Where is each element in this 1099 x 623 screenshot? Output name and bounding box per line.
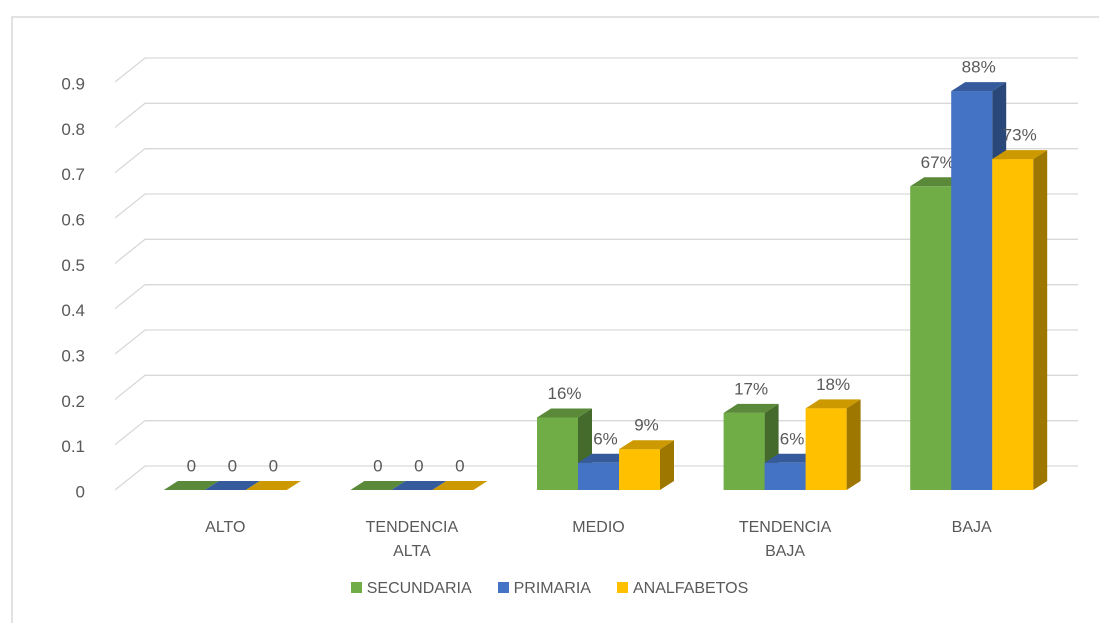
legend-label: SECUNDARIA: [366, 580, 472, 597]
bar-side: [846, 399, 861, 490]
bar: [432, 481, 488, 490]
data-label: 0: [373, 456, 382, 475]
bar-side: [1033, 150, 1048, 491]
bar-front: [723, 412, 765, 490]
bar: [204, 481, 260, 490]
legend-swatch: [350, 582, 362, 593]
bar-top: [245, 481, 301, 490]
data-label: 0: [269, 456, 278, 475]
y-tick-label: 0.8: [61, 120, 85, 139]
x-tick-label: MEDIO: [572, 519, 625, 536]
x-tick-label: BAJA: [951, 519, 992, 536]
bar-top: [723, 403, 779, 413]
data-label: 6%: [593, 429, 618, 448]
y-tick-label: 0.9: [61, 74, 85, 93]
bar-top: [951, 82, 1007, 92]
bar: [350, 481, 406, 490]
legend-label: ANALFABETOS: [632, 580, 749, 597]
x-tick-label: TENDENCIA ALTA: [365, 519, 459, 560]
data-label: 0: [187, 456, 196, 475]
legend-swatch: [497, 582, 509, 593]
y-tick-label: 0.4: [61, 301, 85, 320]
grid-line: [114, 374, 1078, 400]
bar-front: [764, 462, 806, 490]
bar: [805, 399, 861, 490]
y-tick-label: 0.5: [61, 256, 85, 275]
grid-line: [114, 193, 1078, 219]
data-label: 0: [455, 456, 464, 475]
frame: [11, 16, 1099, 623]
data-label: 0: [228, 456, 237, 475]
data-label: 88%: [962, 58, 996, 77]
grid-line: [114, 329, 1078, 355]
y-tick-label: 0.7: [61, 165, 85, 184]
y-tick-label: 0: [76, 482, 85, 501]
y-tick-label: 0.1: [61, 437, 85, 456]
data-label: 67%: [921, 153, 955, 172]
bar: [163, 481, 219, 490]
bar-top: [204, 481, 260, 490]
bar-top: [350, 481, 406, 490]
bar-top: [391, 481, 447, 490]
grid-line: [114, 102, 1078, 128]
bar-front: [992, 159, 1034, 491]
y-tick-label: 0.3: [61, 346, 85, 365]
bar-front: [910, 186, 952, 490]
bar-side: [660, 440, 674, 490]
bar: [245, 481, 301, 490]
bar-top: [432, 481, 488, 490]
legend-item: SECUNDARIA: [350, 580, 472, 598]
bar-front: [805, 408, 847, 490]
grid-line: [114, 284, 1078, 310]
bar-top: [163, 481, 219, 490]
bar-top: [805, 399, 861, 409]
legend-label: PRIMARIA: [513, 580, 591, 597]
data-label: 9%: [634, 416, 659, 435]
bar-top: [537, 408, 592, 418]
bar-front: [951, 91, 993, 491]
data-label: 6%: [780, 429, 805, 448]
data-label: 18%: [816, 375, 850, 394]
data-label: 0: [414, 456, 423, 475]
bar-front: [619, 449, 660, 490]
legend: SECUNDARIA PRIMARIA ANALFABETOS: [0, 580, 1099, 598]
legend-item: PRIMARIA: [497, 580, 591, 598]
bar-front: [537, 417, 578, 490]
bar: [992, 150, 1048, 491]
grid-line: [114, 57, 1078, 83]
grid-line: [114, 238, 1078, 264]
bar: [619, 440, 674, 490]
bar-top: [619, 440, 674, 450]
x-tick-label: ALTO: [205, 519, 246, 536]
legend-swatch: [616, 582, 628, 593]
data-label: 16%: [547, 384, 581, 403]
data-label: 17%: [734, 379, 768, 398]
data-label: 73%: [1003, 126, 1037, 145]
grid-line: [114, 148, 1078, 174]
legend-item: ANALFABETOS: [616, 580, 749, 598]
x-tick-label: TENDENCIA BAJA: [738, 519, 832, 560]
y-tick-label: 0.6: [61, 210, 85, 229]
bar: [391, 481, 447, 490]
bar-front: [578, 462, 619, 490]
y-tick-label: 0.2: [61, 392, 85, 411]
bar-top: [992, 150, 1048, 160]
